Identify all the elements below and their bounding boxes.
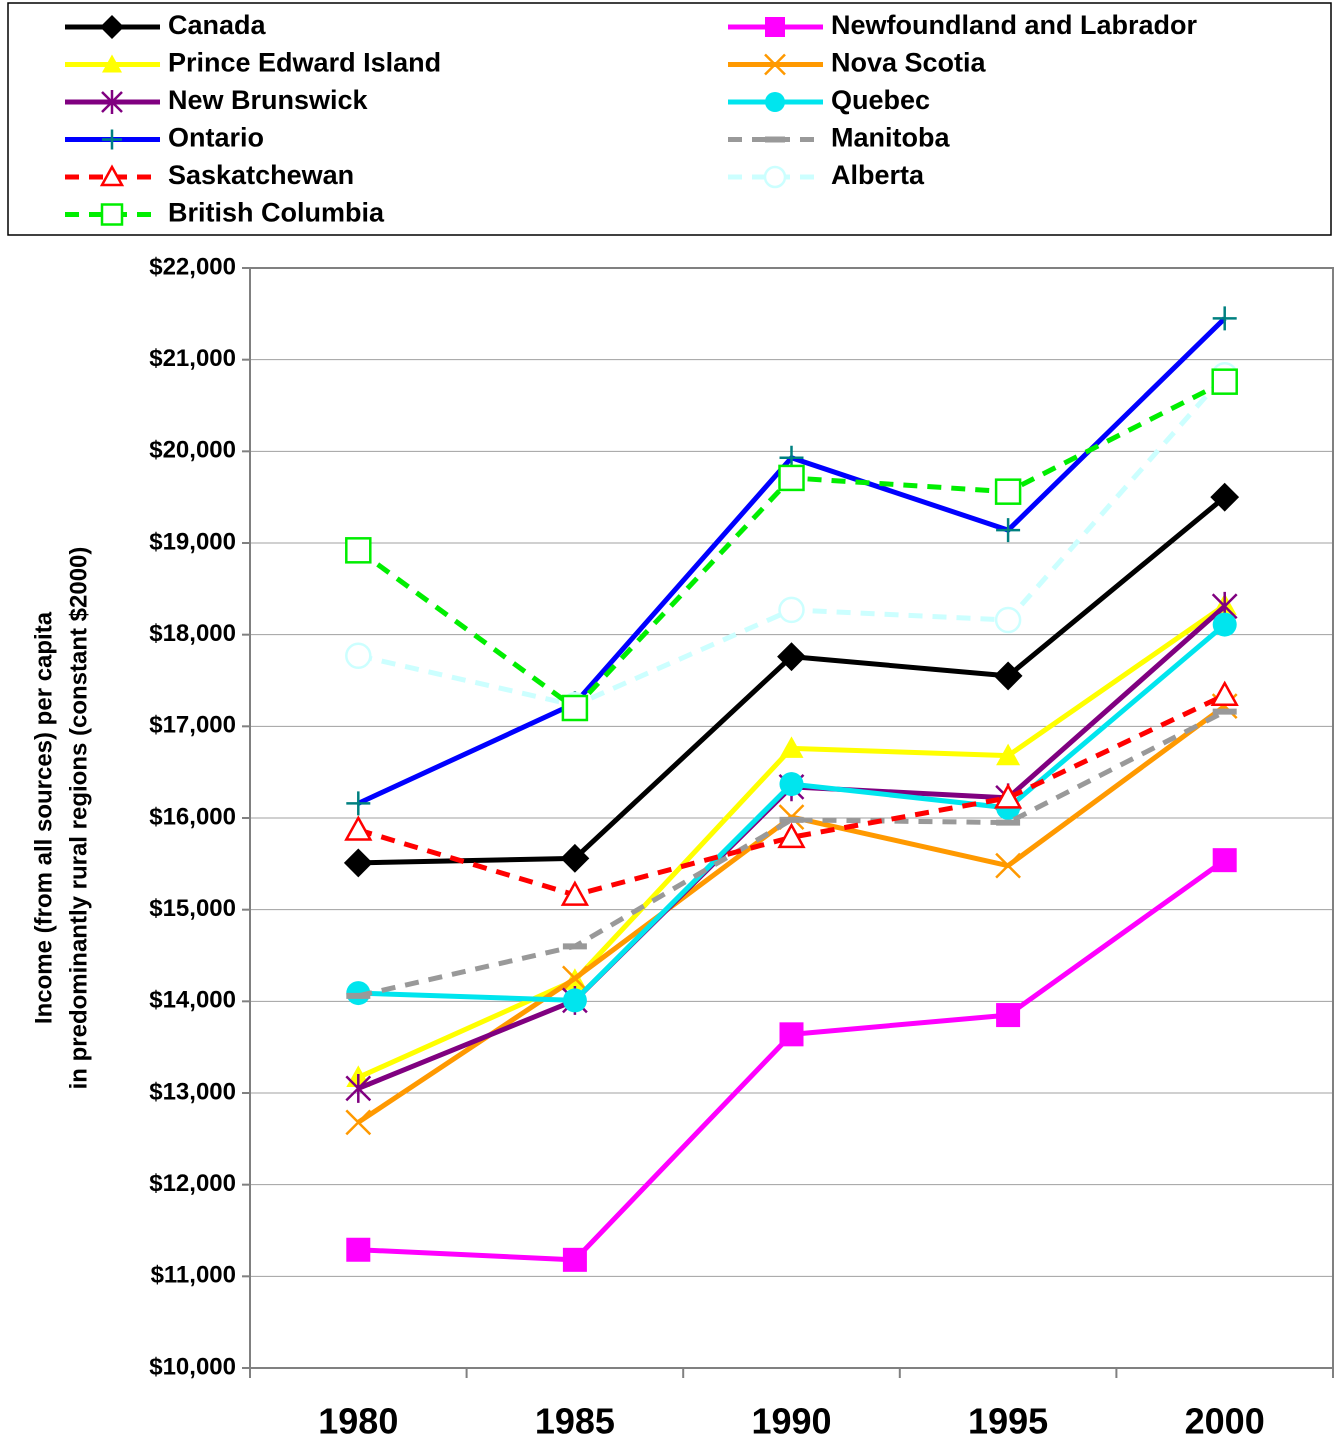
marker: [1212, 612, 1237, 637]
legend-label: Saskatchewan: [168, 160, 354, 190]
marker: [562, 988, 587, 1013]
marker: [102, 54, 122, 73]
series-line: [356, 704, 1227, 1125]
y-tick-label: $18,000: [149, 620, 236, 647]
marker: [778, 464, 805, 492]
y-axis-title: Income (from all sources) per capita in …: [30, 547, 92, 1090]
marker: [345, 642, 372, 669]
series-line: [357, 709, 1226, 999]
series: [344, 680, 1239, 906]
marker: [1212, 848, 1237, 873]
legend-label: Quebec: [831, 85, 930, 115]
x-tick-label: 1995: [968, 1401, 1048, 1442]
marker: [1210, 680, 1239, 707]
marker: [996, 1003, 1021, 1028]
series: [343, 482, 1240, 878]
marker: [346, 1237, 371, 1262]
y-tick-label: $10,000: [149, 1353, 236, 1380]
marker: [993, 661, 1023, 691]
series-line: [358, 858, 1227, 1263]
marker: [345, 537, 372, 564]
marker: [777, 822, 806, 849]
legend-label: Nova Scotia: [831, 48, 987, 78]
marker: [561, 694, 589, 722]
marker: [779, 1022, 804, 1047]
marker: [779, 736, 804, 758]
y-tick-label: $17,000: [149, 712, 236, 739]
marker: [100, 203, 124, 226]
marker: [764, 53, 786, 76]
legend-label: Alberta: [831, 160, 925, 190]
marker: [778, 596, 805, 624]
x-tick-label: 1980: [318, 1401, 398, 1442]
marker: [994, 606, 1022, 634]
marker: [562, 1247, 587, 1272]
y-tick-label: $14,000: [149, 987, 236, 1014]
plot-border: [249, 267, 1334, 1369]
legend-label: British Columbia: [168, 198, 385, 228]
y-axis-title-line: in predominantly rural regions (constant…: [65, 547, 92, 1090]
y-tick-label: $21,000: [149, 345, 236, 372]
legend-label: Newfoundland and Labrador: [831, 10, 1197, 40]
marker: [562, 965, 588, 992]
marker: [344, 815, 373, 841]
marker: [994, 478, 1022, 505]
series: [346, 848, 1237, 1272]
marker: [993, 783, 1023, 809]
y-tick-label: $13,000: [149, 1078, 236, 1105]
series: [346, 612, 1237, 1013]
marker: [560, 880, 590, 906]
marker: [995, 852, 1021, 879]
marker: [1212, 306, 1237, 331]
series-line: [358, 622, 1227, 1003]
marker: [345, 1109, 372, 1136]
marker: [996, 743, 1021, 766]
legend-label: Ontario: [168, 123, 264, 153]
marker: [345, 1074, 372, 1103]
series: [345, 693, 1238, 1136]
y-tick-label: $19,000: [149, 528, 236, 555]
y-tick-label: $15,000: [149, 895, 236, 922]
marker: [765, 92, 785, 112]
y-tick-label: $16,000: [149, 803, 236, 830]
y-tick-label: $20,000: [149, 437, 236, 464]
x-tick-label: 2000: [1185, 1401, 1265, 1442]
marker: [1210, 482, 1240, 512]
marker: [779, 772, 804, 797]
marker: [101, 90, 123, 114]
legend-label: Prince Edward Island: [168, 48, 441, 78]
x-tick-label: 1985: [535, 1401, 615, 1442]
marker: [763, 165, 787, 189]
marker: [99, 164, 125, 187]
series: [345, 368, 1238, 722]
series-line: [357, 316, 1227, 806]
legend-label: New Brunswick: [168, 85, 369, 115]
y-tick-label: $11,000: [151, 1262, 236, 1289]
marker: [777, 642, 806, 672]
marker: [102, 129, 122, 150]
marker: [996, 518, 1021, 543]
marker: [343, 848, 373, 878]
series-line: [358, 495, 1227, 866]
legend-box: [7, 2, 1332, 236]
marker: [346, 791, 371, 816]
y-axis-title-line: Income (from all sources) per capita: [30, 611, 57, 1024]
marker: [560, 843, 590, 873]
y-tick-label: $22,000: [149, 253, 236, 280]
legend-label: Manitoba: [831, 123, 950, 153]
legend-label: Canada: [168, 10, 267, 40]
marker: [765, 17, 785, 37]
series-line: [357, 692, 1226, 898]
x-tick-label: 1990: [751, 1401, 831, 1442]
marker: [1211, 368, 1238, 395]
series: [346, 708, 1237, 999]
y-tick-label: $12,000: [149, 1170, 236, 1197]
marker: [100, 15, 124, 39]
